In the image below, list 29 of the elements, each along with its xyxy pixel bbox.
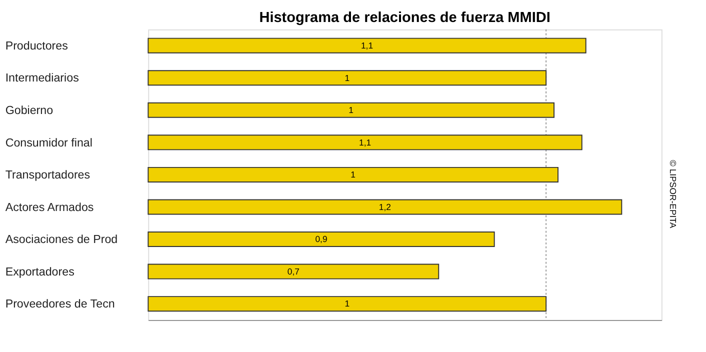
data-label: 1,2 xyxy=(378,202,392,212)
bar xyxy=(148,232,495,248)
bar xyxy=(148,296,547,312)
data-label: 1 xyxy=(344,298,350,309)
y-tick-label: Exportadores xyxy=(5,265,75,278)
data-label: 1,1 xyxy=(358,137,372,148)
y-tick-label: Gobierno xyxy=(5,104,54,118)
y-tick-label: Actores Armados xyxy=(5,200,94,214)
bar xyxy=(148,134,582,150)
data-label: 1 xyxy=(348,105,354,116)
data-label: 1,1 xyxy=(360,40,374,50)
y-tick-label: Asociaciones de Prod xyxy=(5,233,118,246)
text: © LIPSOR-EPITA xyxy=(668,160,678,228)
data-label: 1 xyxy=(344,72,350,83)
y-tick-label: Productores xyxy=(5,39,68,52)
chart-title: Histograma de relaciones de fuerza MMIDI xyxy=(259,10,550,26)
bar xyxy=(148,38,586,54)
bar xyxy=(148,166,558,182)
bar xyxy=(148,264,440,280)
data-label: 0,7 xyxy=(287,266,300,276)
y-tick-label: Intermediarios xyxy=(5,72,80,85)
bar xyxy=(148,70,547,86)
y-tick-label: Transportadores xyxy=(5,168,90,182)
data-label: 1 xyxy=(350,170,356,180)
bar xyxy=(148,199,622,215)
y-tick-label: Consumidor final xyxy=(5,136,92,150)
bar xyxy=(148,102,555,118)
y-tick-label: Proveedores de Tecn xyxy=(5,298,115,311)
data-label: 0,9 xyxy=(315,234,328,244)
